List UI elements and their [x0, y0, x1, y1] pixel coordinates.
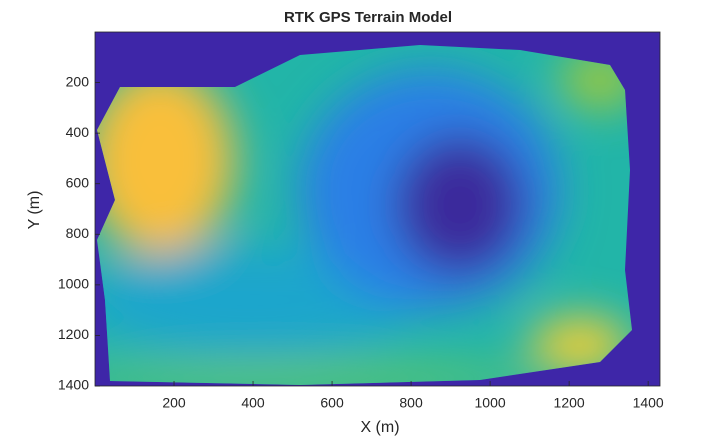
x-tick-label: 1200 [554, 395, 585, 411]
terrain-image [95, 32, 660, 386]
x-tick-label: 1000 [475, 395, 506, 411]
y-tick-label: 1000 [58, 276, 89, 292]
y-tick-label: 800 [66, 225, 90, 241]
y-tick-label: 400 [66, 124, 90, 140]
x-axis-label: X (m) [360, 419, 399, 436]
y-tick-label: 600 [66, 174, 90, 190]
x-tick-label: 200 [162, 395, 186, 411]
x-tick-label: 800 [399, 395, 423, 411]
y-tick-label: 1400 [58, 377, 89, 393]
x-tick-label: 1400 [633, 395, 664, 411]
chart-title: RTK GPS Terrain Model [284, 9, 452, 26]
y-tick-label: 1200 [58, 326, 89, 342]
x-tick-label: 600 [320, 395, 344, 411]
y-axis-label: Y (m) [26, 191, 43, 230]
x-tick-label: 400 [241, 395, 265, 411]
y-tick-label: 200 [66, 73, 90, 89]
axes-box [94, 31, 661, 387]
